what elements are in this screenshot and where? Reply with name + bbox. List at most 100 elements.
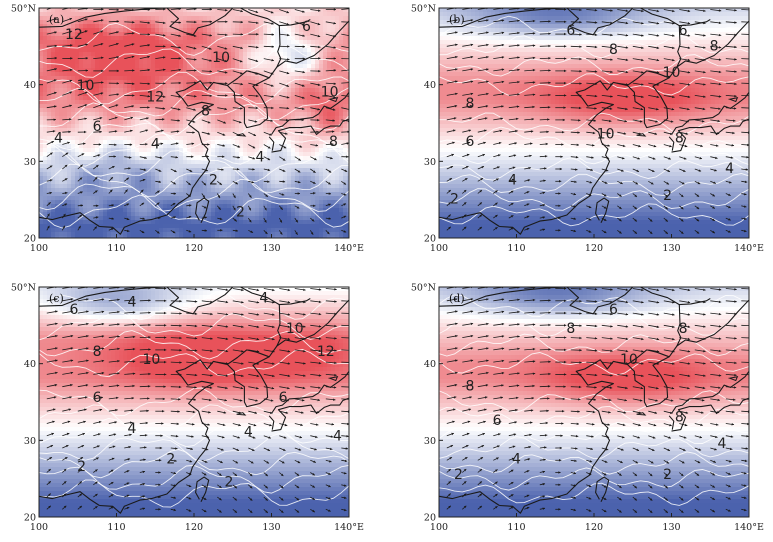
y-tick-label: 30 [24, 157, 36, 168]
contour-label: 6 [566, 23, 575, 39]
y-tick-label: 40 [24, 359, 36, 370]
contour-label: 10 [77, 78, 95, 94]
contour-lines [39, 22, 349, 229]
y-tick-label: 50°N [11, 283, 36, 294]
map-panel: 12 6 10 10 12 8 10 8 6 4 4 4 2 2 (a) 100 110 120 130 140°E 2… [11, 4, 364, 255]
shaded-field [39, 287, 349, 517]
y-tick-label: 40 [24, 80, 36, 91]
shaded-field [439, 8, 749, 238]
contour-label: 10 [620, 352, 638, 368]
y-tick-label: 30 [424, 157, 436, 168]
wind-vector-field [46, 287, 349, 514]
contour-label: 12 [65, 27, 83, 43]
map-panel: 6 6 8 8 10 8 10 8 6 4 4 2 2 (b) 100 110 120 130 140°E 20 30 4… [411, 4, 764, 255]
contour-label: 2 [236, 205, 245, 221]
contour-label: 8 [329, 134, 338, 150]
contour-label: 8 [609, 42, 618, 58]
contour-label: 10 [597, 127, 615, 143]
y-tick-label: 20 [424, 513, 436, 524]
contour-label: 10 [212, 50, 230, 66]
shaded-field [39, 8, 349, 238]
x-tick-label: 100 [430, 243, 448, 254]
contour-label: 10 [286, 321, 304, 337]
contour-label: 4 [333, 429, 342, 445]
panel-label: (c) [49, 292, 64, 305]
y-tick-label: 40 [424, 359, 436, 370]
contour-label: 4 [725, 161, 734, 177]
contour-label: 8 [201, 104, 210, 120]
contour-label: 6 [679, 23, 688, 39]
x-tick-label: 120 [585, 522, 603, 533]
contour-label: 4 [244, 425, 253, 441]
contour-label: 6 [93, 119, 102, 135]
contour-label: 2 [450, 192, 459, 208]
contour-label: 2 [166, 452, 175, 468]
contour-label: 10 [321, 84, 339, 100]
contour-label: 2 [454, 467, 463, 483]
x-tick-label: 110 [107, 243, 125, 254]
contour-label: 4 [508, 173, 517, 189]
contour-label: 6 [493, 413, 502, 429]
coastline [439, 287, 749, 514]
y-tick-label: 20 [24, 234, 36, 245]
contour-label: 2 [209, 173, 218, 189]
x-tick-label: 110 [107, 522, 125, 533]
contour-label: 4 [255, 150, 264, 166]
contour-label: 2 [224, 475, 233, 491]
contour-label: 10 [142, 352, 160, 368]
contour-label: 4 [717, 436, 726, 452]
coastline [439, 8, 749, 235]
contour-label: 8 [710, 38, 719, 54]
contour-label: 8 [93, 344, 102, 360]
contour-label: 4 [128, 294, 137, 310]
contour-label: 6 [93, 390, 102, 406]
x-tick-label: 130 [262, 522, 280, 533]
x-tick-label: 130 [262, 243, 280, 254]
x-tick-label: 120 [185, 243, 203, 254]
x-tick-label: 100 [30, 243, 48, 254]
map-panel: 6 8 8 10 8 8 6 4 4 2 2 (d) 100 110 120 130 140°E 20 30 40 50… [411, 283, 764, 534]
x-tick-label: 100 [430, 522, 448, 533]
contour-label: 10 [663, 65, 681, 81]
x-tick-label: 110 [507, 243, 525, 254]
panel-label: (b) [449, 13, 465, 26]
contour-label: 4 [54, 130, 63, 146]
contour-label: 8 [675, 130, 684, 146]
contour-label: 8 [466, 96, 475, 112]
wind-vector-field [446, 287, 749, 514]
contour-label: 6 [279, 390, 288, 406]
x-tick-label: 110 [507, 522, 525, 533]
y-tick-label: 50°N [11, 4, 36, 15]
x-tick-label: 120 [185, 522, 203, 533]
x-tick-label: 140°E [334, 522, 364, 533]
x-tick-label: 140°E [734, 522, 764, 533]
y-tick-label: 40 [424, 80, 436, 91]
contour-lines [439, 294, 749, 506]
contour-label: 8 [566, 321, 575, 337]
x-tick-label: 130 [662, 243, 680, 254]
contour-label: 8 [466, 379, 475, 395]
panel-label: (d) [449, 292, 465, 305]
contour-label: 4 [512, 452, 521, 468]
coastline [39, 8, 349, 235]
y-tick-label: 50°N [411, 4, 436, 15]
contour-label: 4 [151, 137, 160, 153]
x-tick-label: 140°E [334, 243, 364, 254]
contour-label: 8 [679, 321, 688, 337]
y-tick-label: 50°N [411, 283, 436, 294]
contour-label: 4 [128, 421, 137, 437]
coastline [39, 287, 349, 514]
contour-label: 6 [302, 19, 311, 35]
contour-label: 12 [146, 90, 164, 106]
y-tick-label: 20 [24, 513, 36, 524]
contour-label: 6 [466, 134, 475, 150]
contour-label: 2 [77, 459, 86, 475]
contour-label: 4 [259, 291, 268, 307]
x-tick-label: 130 [662, 522, 680, 533]
contour-label: 12 [317, 344, 335, 360]
wind-vector-field [446, 8, 749, 235]
x-tick-label: 100 [30, 522, 48, 533]
y-tick-label: 30 [24, 436, 36, 447]
y-tick-label: 20 [424, 234, 436, 245]
x-tick-label: 120 [585, 243, 603, 254]
